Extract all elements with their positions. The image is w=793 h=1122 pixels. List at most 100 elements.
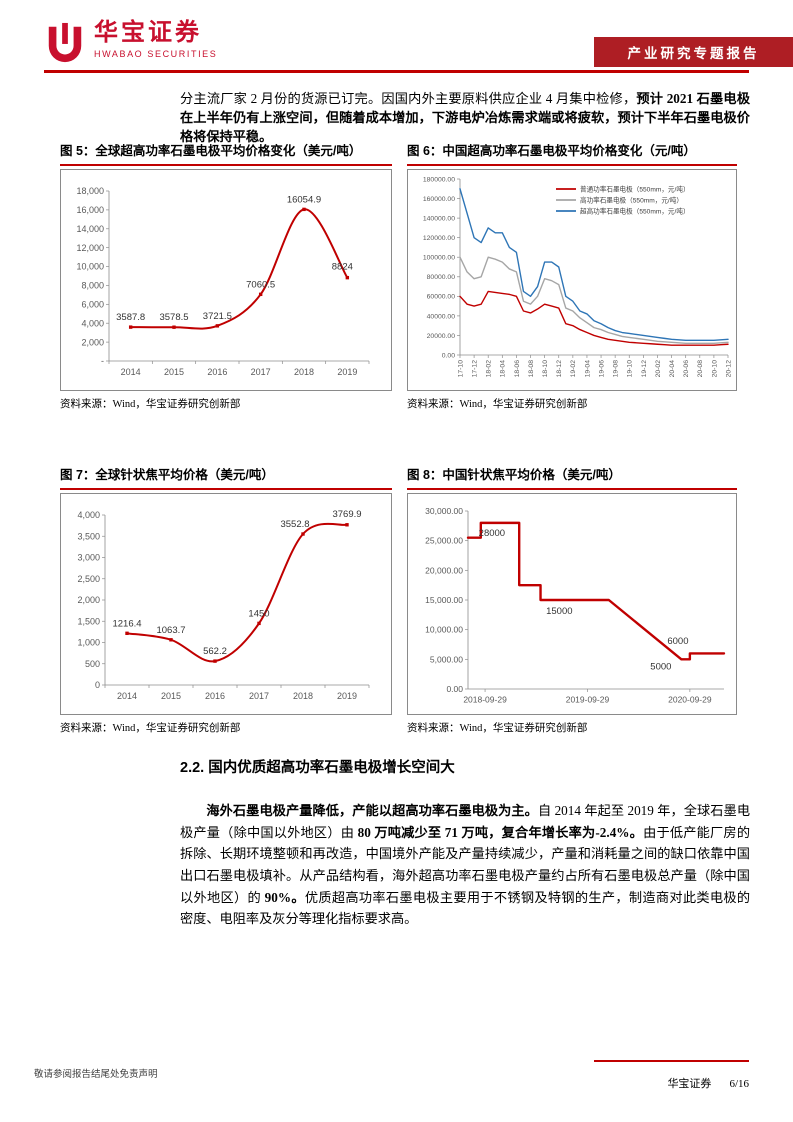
svg-text:28000: 28000 <box>479 528 505 539</box>
svg-text:16054.9: 16054.9 <box>287 194 321 205</box>
svg-text:0.00: 0.00 <box>446 684 463 694</box>
svg-text:2,000: 2,000 <box>81 337 104 347</box>
svg-text:超高功率石墨电极（550mm，元/吨）: 超高功率石墨电极（550mm，元/吨） <box>580 206 690 215</box>
svg-text:30,000.00: 30,000.00 <box>425 506 463 516</box>
figure-7-chart-frame: 0 500 1,000 1,500 2,000 2,500 3,000 3,500 4,000 2… <box>60 493 392 715</box>
svg-text:3587.8: 3587.8 <box>116 312 145 323</box>
figure-6-source: 资料来源：Wind，华宝证券研究创新部 <box>407 399 588 410</box>
svg-text:17-12: 17-12 <box>472 360 479 378</box>
svg-text:80000.00: 80000.00 <box>427 274 456 281</box>
svg-text:5,000.00: 5,000.00 <box>430 654 463 664</box>
svg-text:19-02: 19-02 <box>570 360 577 378</box>
svg-text:2015: 2015 <box>164 367 184 377</box>
svg-text:2014: 2014 <box>121 367 141 377</box>
brand-logo: 华宝证券 HWABAO SECURITIES <box>44 20 217 66</box>
svg-text:0.00: 0.00 <box>442 352 455 359</box>
svg-text:0: 0 <box>95 680 100 690</box>
svg-text:高功率石墨电极（550mm，元/吨）: 高功率石墨电极（550mm，元/吨） <box>580 195 683 204</box>
svg-text:14,000: 14,000 <box>76 224 104 234</box>
figure-5-block: 图 5：全球超高功率石墨电极平均价格变化（美元/吨） - 2,000 4,000 6,… <box>60 144 392 411</box>
svg-text:12,000: 12,000 <box>76 243 104 253</box>
svg-text:60000.00: 60000.00 <box>427 294 456 301</box>
svg-text:10,000: 10,000 <box>76 262 104 272</box>
svg-text:100000.00: 100000.00 <box>423 255 455 262</box>
svg-text:20-08: 20-08 <box>697 360 704 378</box>
svg-text:2020-09-29: 2020-09-29 <box>668 695 712 705</box>
svg-text:3552.8: 3552.8 <box>280 519 309 530</box>
footer-brand: 华宝证券 <box>667 1078 712 1090</box>
svg-text:20-02: 20-02 <box>655 360 662 378</box>
svg-text:18,000: 18,000 <box>76 186 104 196</box>
svg-text:18-04: 18-04 <box>500 360 507 378</box>
svg-text:3,000: 3,000 <box>77 553 100 563</box>
svg-text:160000.00: 160000.00 <box>423 196 455 203</box>
footer-rule <box>594 1060 749 1062</box>
svg-text:15,000.00: 15,000.00 <box>425 595 463 605</box>
report-type-banner: 产业研究专题报告 <box>594 37 793 67</box>
svg-text:3578.5: 3578.5 <box>159 312 188 323</box>
figure-7-source: 资料来源：Wind，华宝证券研究创新部 <box>60 723 241 734</box>
intro-paragraph: 分主流厂家 2 月份的货源已订完。因国内外主要原料供应企业 4 月集中检修，预计… <box>180 91 751 144</box>
svg-text:18-12: 18-12 <box>556 360 563 378</box>
svg-text:2017: 2017 <box>251 367 271 377</box>
svg-text:25,000.00: 25,000.00 <box>425 536 463 546</box>
svg-text:3721.5: 3721.5 <box>203 311 232 322</box>
svg-text:19-08: 19-08 <box>613 360 620 378</box>
footer-disclaimer: 敬请参阅报告结尾处免责声明 <box>34 1070 158 1080</box>
header-rule <box>44 70 749 73</box>
svg-text:1,000: 1,000 <box>77 638 100 648</box>
figure-5-title: 图 5：全球超高功率石墨电极平均价格变化（美元/吨） <box>60 144 392 166</box>
svg-text:2018: 2018 <box>293 691 313 701</box>
figure-6-line-chart: 0.00 20000.00 40000.00 60000.00 80000.00 1000… <box>423 176 733 378</box>
hwabao-logo-icon <box>48 22 82 63</box>
svg-text:562.2: 562.2 <box>203 646 227 657</box>
svg-text:19-12: 19-12 <box>641 360 648 378</box>
svg-text:6000: 6000 <box>667 636 688 647</box>
svg-text:2014: 2014 <box>117 691 137 701</box>
svg-text:140000.00: 140000.00 <box>423 215 455 222</box>
figure-7-block: 图 7：全球针状焦平均价格（美元/吨） 0 500 1,000 1,500 2,000 2… <box>60 468 392 735</box>
figure-8-chart-frame: 0.00 5,000.00 10,000.00 15,000.00 20,000.00 2… <box>407 493 737 715</box>
svg-text:19-04: 19-04 <box>584 360 591 378</box>
figure-6-block: 图 6：中国超高功率石墨电极平均价格变化（元/吨） 0.00 20000.00 40… <box>407 144 737 411</box>
svg-text:18-10: 18-10 <box>542 360 549 378</box>
svg-text:20-10: 20-10 <box>711 360 718 378</box>
svg-text:3,500: 3,500 <box>77 531 100 541</box>
figure-5-source: 资料来源：Wind，华宝证券研究创新部 <box>60 399 241 410</box>
figure-7-line-chart: 0 500 1,000 1,500 2,000 2,500 3,000 3,500 4,000 2… <box>77 509 370 701</box>
figure-8-source: 资料来源：Wind，华宝证券研究创新部 <box>407 723 588 734</box>
svg-text:20-04: 20-04 <box>669 360 676 378</box>
svg-text:3769.9: 3769.9 <box>332 509 361 520</box>
svg-text:2015: 2015 <box>161 691 181 701</box>
svg-text:20-12: 20-12 <box>725 360 732 378</box>
section-heading: 2.2. 国内优质超高功率石墨电极增长空间大 <box>180 760 455 776</box>
svg-text:17-10: 17-10 <box>457 360 464 378</box>
svg-text:2017: 2017 <box>249 691 269 701</box>
figure-8-title: 图 8：中国针状焦平均价格（美元/吨） <box>407 468 737 490</box>
brand-subtitle: HWABAO SECURITIES <box>94 49 218 59</box>
figure-5-line-chart: - 2,000 4,000 6,000 8,000 10,000 12,000 14,000 1… <box>76 186 370 377</box>
svg-text:5000: 5000 <box>650 661 671 672</box>
svg-text:2019: 2019 <box>337 691 357 701</box>
svg-text:8824: 8824 <box>332 262 353 273</box>
svg-text:2,000: 2,000 <box>77 595 100 605</box>
svg-text:1,500: 1,500 <box>77 616 100 626</box>
svg-text:40000.00: 40000.00 <box>427 313 456 320</box>
svg-text:普通功率石墨电极（550mm，元/吨）: 普通功率石墨电极（550mm，元/吨） <box>580 184 690 193</box>
footer-page-number: 6/16 <box>729 1078 749 1090</box>
svg-text:10,000.00: 10,000.00 <box>425 625 463 635</box>
figure-7-title: 图 7：全球针状焦平均价格（美元/吨） <box>60 468 392 490</box>
svg-text:1063.7: 1063.7 <box>156 625 185 636</box>
svg-text:1216.4: 1216.4 <box>112 618 141 629</box>
svg-text:20-06: 20-06 <box>683 360 690 378</box>
svg-text:2018: 2018 <box>294 367 314 377</box>
svg-text:19-10: 19-10 <box>627 360 634 378</box>
figure-8-block: 图 8：中国针状焦平均价格（美元/吨） 0.00 5,000.00 10,000.0… <box>407 468 737 735</box>
figure-6-title: 图 6：中国超高功率石墨电极平均价格变化（元/吨） <box>407 144 737 166</box>
figure-8-step-chart: 0.00 5,000.00 10,000.00 15,000.00 20,000.00 2… <box>425 506 726 705</box>
svg-text:7060.5: 7060.5 <box>246 279 275 290</box>
svg-text:20000.00: 20000.00 <box>427 333 456 340</box>
svg-text:120000.00: 120000.00 <box>423 235 455 242</box>
svg-text:20,000.00: 20,000.00 <box>425 565 463 575</box>
svg-text:16,000: 16,000 <box>76 205 104 215</box>
